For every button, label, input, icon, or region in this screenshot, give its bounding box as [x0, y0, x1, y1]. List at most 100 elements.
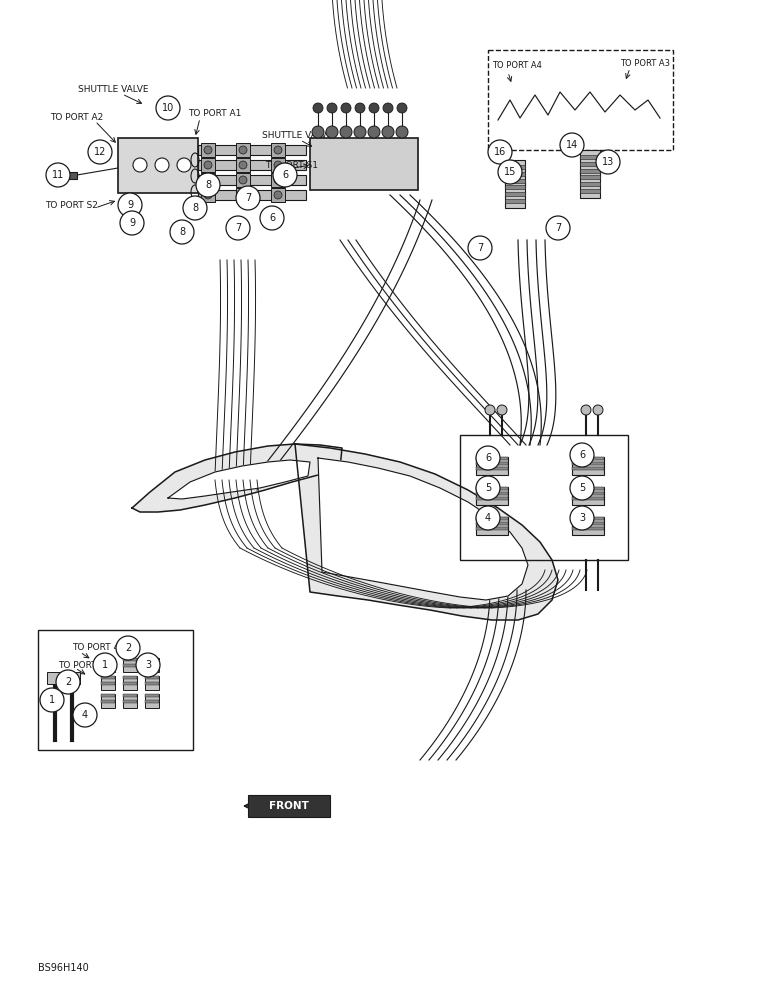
Text: 10: 10 [162, 103, 174, 113]
Circle shape [40, 688, 64, 712]
FancyBboxPatch shape [145, 658, 159, 661]
Circle shape [46, 163, 70, 187]
FancyBboxPatch shape [123, 694, 137, 697]
Circle shape [570, 506, 594, 530]
Text: 7: 7 [245, 193, 251, 203]
Circle shape [488, 140, 512, 164]
Text: TO PORT 1: TO PORT 1 [58, 660, 105, 670]
FancyBboxPatch shape [101, 658, 115, 661]
FancyBboxPatch shape [505, 185, 525, 189]
Circle shape [274, 161, 282, 169]
Circle shape [396, 126, 408, 138]
Text: TO PORT A2: TO PORT A2 [50, 113, 103, 122]
FancyBboxPatch shape [123, 676, 137, 679]
FancyBboxPatch shape [101, 658, 115, 672]
Text: 8: 8 [192, 203, 198, 213]
Circle shape [204, 161, 212, 169]
FancyBboxPatch shape [572, 492, 604, 495]
Text: 4: 4 [485, 513, 491, 523]
FancyBboxPatch shape [64, 672, 80, 684]
FancyBboxPatch shape [572, 517, 604, 535]
Circle shape [312, 126, 324, 138]
FancyBboxPatch shape [572, 457, 604, 460]
Circle shape [196, 173, 220, 197]
Text: 9: 9 [127, 200, 133, 210]
Circle shape [204, 191, 212, 199]
Polygon shape [168, 460, 310, 499]
FancyBboxPatch shape [580, 182, 600, 186]
Text: 1: 1 [102, 660, 108, 670]
Circle shape [56, 670, 80, 694]
Text: TO PORT A1: TO PORT A1 [188, 108, 242, 117]
FancyBboxPatch shape [476, 457, 508, 475]
Text: 2: 2 [125, 643, 131, 653]
FancyBboxPatch shape [55, 172, 77, 179]
Circle shape [476, 506, 500, 530]
FancyBboxPatch shape [145, 694, 159, 697]
Text: 7: 7 [477, 243, 483, 253]
Text: 8: 8 [179, 227, 185, 237]
FancyBboxPatch shape [123, 682, 137, 685]
FancyBboxPatch shape [580, 169, 600, 173]
Text: 5: 5 [579, 483, 585, 493]
FancyBboxPatch shape [236, 158, 250, 172]
FancyBboxPatch shape [476, 487, 508, 490]
FancyBboxPatch shape [145, 664, 159, 667]
FancyBboxPatch shape [476, 517, 508, 520]
FancyBboxPatch shape [505, 179, 525, 183]
FancyBboxPatch shape [201, 173, 215, 187]
Text: 14: 14 [566, 140, 578, 150]
FancyBboxPatch shape [236, 173, 250, 187]
FancyBboxPatch shape [47, 672, 63, 684]
Circle shape [593, 405, 603, 415]
Text: TO PORT S2: TO PORT S2 [45, 202, 98, 211]
Text: 16: 16 [494, 147, 506, 157]
FancyBboxPatch shape [505, 199, 525, 203]
Text: SHUTTLE VALVE: SHUTTLE VALVE [262, 130, 333, 139]
FancyBboxPatch shape [476, 522, 508, 525]
FancyBboxPatch shape [310, 138, 418, 190]
FancyBboxPatch shape [101, 676, 115, 690]
Circle shape [383, 103, 393, 113]
FancyBboxPatch shape [476, 467, 508, 470]
FancyBboxPatch shape [476, 517, 508, 535]
Text: 13: 13 [602, 157, 614, 167]
Text: 8: 8 [205, 180, 211, 190]
FancyBboxPatch shape [236, 143, 250, 157]
Circle shape [239, 191, 247, 199]
Text: 1: 1 [49, 695, 55, 705]
FancyBboxPatch shape [145, 676, 159, 690]
Circle shape [468, 236, 492, 260]
Circle shape [239, 146, 247, 154]
Circle shape [204, 146, 212, 154]
Polygon shape [295, 444, 558, 620]
FancyBboxPatch shape [476, 527, 508, 530]
Text: TO PORT A4: TO PORT A4 [492, 60, 542, 70]
FancyBboxPatch shape [198, 160, 306, 170]
Circle shape [485, 405, 495, 415]
Circle shape [177, 158, 191, 172]
FancyBboxPatch shape [101, 676, 115, 679]
FancyBboxPatch shape [572, 462, 604, 465]
Text: 3: 3 [579, 513, 585, 523]
Circle shape [546, 216, 570, 240]
Circle shape [341, 103, 351, 113]
FancyBboxPatch shape [572, 467, 604, 470]
Circle shape [183, 196, 207, 220]
Text: 2: 2 [65, 677, 71, 687]
FancyBboxPatch shape [580, 170, 600, 198]
FancyBboxPatch shape [580, 162, 600, 166]
Circle shape [274, 191, 282, 199]
FancyBboxPatch shape [198, 145, 306, 155]
FancyBboxPatch shape [101, 682, 115, 685]
Circle shape [340, 126, 352, 138]
FancyBboxPatch shape [101, 694, 115, 697]
FancyBboxPatch shape [145, 682, 159, 685]
Circle shape [273, 163, 297, 187]
Circle shape [136, 653, 160, 677]
FancyBboxPatch shape [236, 188, 250, 202]
FancyBboxPatch shape [572, 517, 604, 520]
Circle shape [226, 216, 250, 240]
FancyBboxPatch shape [580, 175, 600, 179]
Text: 11: 11 [52, 170, 64, 180]
